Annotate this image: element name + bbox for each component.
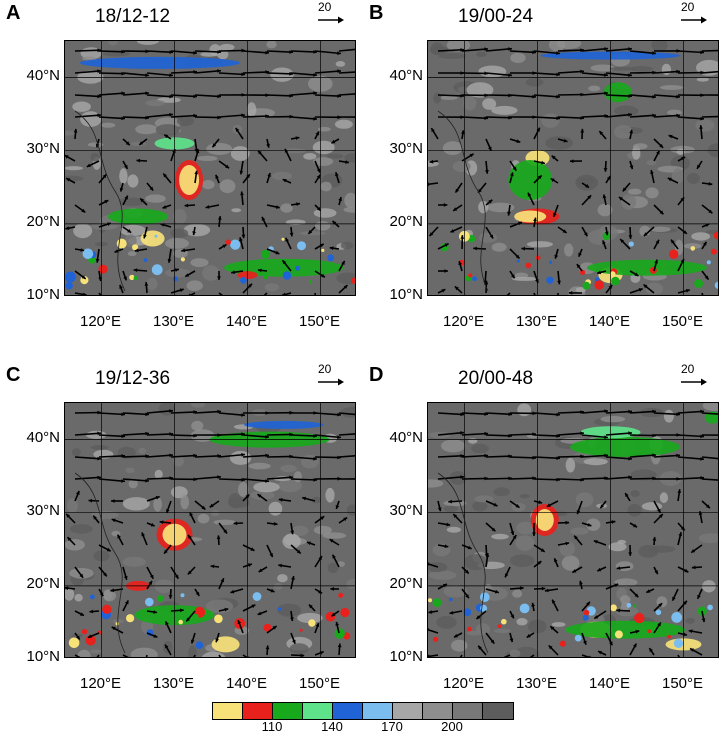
panel-time: 20/00-48 [458, 368, 534, 389]
longitude-label: 140°E [225, 313, 268, 330]
panel-time: 18/12-12 [95, 6, 171, 27]
latitude-label: 10°N [389, 648, 423, 665]
colorbar-swatch [333, 703, 363, 719]
colorbar [212, 702, 514, 720]
latitude-label: 20°N [26, 212, 60, 230]
latitude-label: 30°N [389, 501, 423, 519]
reference-vector-label: 20 [318, 362, 332, 376]
colorbar-swatch [393, 703, 423, 719]
longitude-label: 150°E [298, 675, 341, 692]
reference-arrow-icon [318, 16, 344, 24]
panel-letter: B [369, 2, 384, 24]
map-panel-a: A 18/12-12 20 40°N 30°N 20°N 10°N 120°E 130°E 140… [0, 0, 363, 360]
longitude-label: 130°E [515, 313, 558, 330]
panel-time: 19/00-24 [458, 6, 534, 27]
longitude-label: 130°E [152, 675, 195, 692]
colorbar-swatch [363, 703, 393, 719]
longitude-label: 120°E [79, 675, 122, 692]
colorbar-label: 200 [441, 719, 463, 734]
latitude-label: 20°N [389, 212, 423, 230]
map-panel-d: D 20/00-48 20 40°N 30°N 20°N 10°N 120°E 130°E 140… [363, 362, 726, 722]
longitude-label: 120°E [79, 313, 122, 330]
colorbar-swatch [243, 703, 273, 719]
latitude-label: 40°N [26, 428, 60, 446]
longitude-label: 150°E [661, 675, 704, 692]
panel-letter: A [6, 2, 21, 24]
latitude-label: 40°N [389, 66, 423, 84]
latitude-label: 10°N [389, 286, 423, 303]
latitude-label: 40°N [26, 66, 60, 84]
longitude-label: 140°E [588, 675, 631, 692]
longitude-label: 120°E [442, 675, 485, 692]
latitude-label: 20°N [26, 574, 60, 592]
colorbar-swatch [273, 703, 303, 719]
latitude-label: 40°N [389, 428, 423, 446]
map-panel-b: B 19/00-24 20 40°N 30°N 20°N 10°N 120°E 130°E 140… [363, 0, 726, 360]
reference-arrow-icon [318, 378, 344, 386]
reference-arrow-icon [681, 16, 707, 24]
colorbar-swatch [423, 703, 453, 719]
latitude-label: 10°N [26, 648, 60, 665]
panel-letter: D [369, 364, 384, 386]
colorbar-swatch [453, 703, 483, 719]
map-area [64, 40, 356, 296]
colorbar-label: 110 [261, 719, 283, 734]
longitude-label: 150°E [298, 313, 341, 330]
map-area [64, 402, 356, 658]
longitude-label: 140°E [225, 675, 268, 692]
colorbar-swatch [213, 703, 243, 719]
latitude-label: 20°N [389, 574, 423, 592]
reference-vector-label: 20 [681, 0, 695, 14]
longitude-label: 140°E [588, 313, 631, 330]
panel-time: 19/12-36 [95, 368, 171, 389]
map-panel-c: C 19/12-36 20 40°N 30°N 20°N 10°N 120°E 130°E 140… [0, 362, 363, 722]
latitude-label: 30°N [26, 139, 60, 157]
longitude-label: 130°E [152, 313, 195, 330]
longitude-label: 130°E [515, 675, 558, 692]
colorbar-swatch [303, 703, 333, 719]
colorbar-swatch [483, 703, 513, 719]
map-area [427, 40, 719, 296]
map-area [427, 402, 719, 658]
reference-vector-label: 20 [681, 362, 695, 376]
reference-vector-label: 20 [318, 0, 332, 14]
latitude-label: 30°N [389, 139, 423, 157]
colorbar-label: 140 [321, 719, 343, 734]
latitude-label: 30°N [26, 501, 60, 519]
colorbar-label: 170 [381, 719, 403, 734]
panel-letter: C [6, 364, 21, 386]
longitude-label: 120°E [442, 313, 485, 330]
latitude-label: 10°N [26, 286, 60, 303]
longitude-label: 150°E [661, 313, 704, 330]
reference-arrow-icon [681, 378, 707, 386]
